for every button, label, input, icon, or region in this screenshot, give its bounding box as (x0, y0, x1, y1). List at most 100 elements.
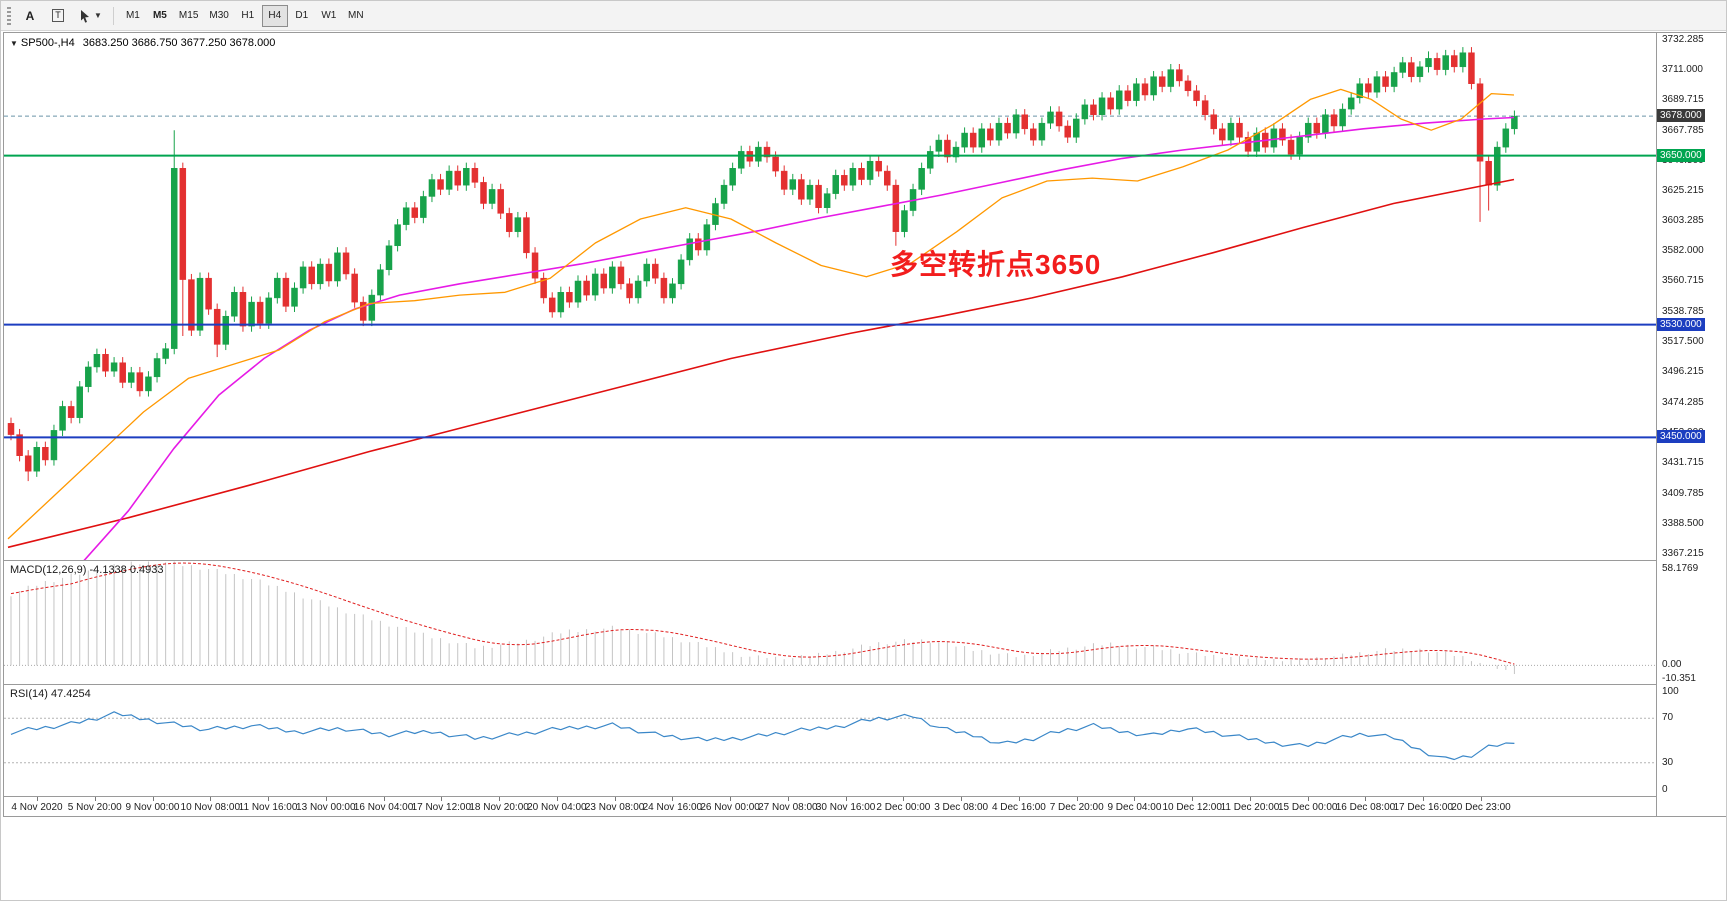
candle-body (342, 252, 350, 275)
hline-price-box: 3650.000 (1657, 148, 1705, 162)
candle-body (291, 287, 298, 307)
price-axis-label: 3496.215 (1662, 366, 1704, 378)
candle-body (815, 184, 822, 208)
macd-axis-label: -10.351 (1662, 673, 1696, 684)
candle-body (755, 146, 762, 162)
candle-body (858, 168, 865, 180)
main-chart-canvas[interactable] (4, 33, 1656, 560)
macd-values: -4.1338 0.4933 (89, 564, 164, 576)
candle-body (677, 259, 685, 285)
candle-body (1485, 160, 1492, 186)
hline-price-box: 3450.000 (1657, 430, 1705, 444)
time-axis-label: 17 Nov 12:00 (411, 802, 472, 813)
candle-body (540, 277, 547, 299)
current-price-box: 3678.000 (1657, 109, 1705, 123)
candle-body (729, 168, 736, 186)
toolbar-grip-handle[interactable] (7, 6, 11, 25)
candle-body (1390, 72, 1398, 87)
macd-pane[interactable]: MACD(12,26,9) -4.1338 0.4933 (4, 560, 1656, 684)
rsi-canvas[interactable] (4, 685, 1656, 796)
candle-body (514, 217, 522, 232)
timeframe-mn-button[interactable]: MN (343, 5, 369, 27)
candle-body (1004, 122, 1011, 134)
time-tick (268, 797, 270, 801)
candle-body (626, 283, 633, 299)
candle-body (935, 139, 943, 152)
timeframe-h1-button[interactable]: H1 (235, 5, 261, 27)
candle-body (145, 376, 152, 392)
timeframe-m30-button[interactable]: M30 (204, 5, 233, 27)
candle-body (42, 447, 49, 461)
candle-body (952, 146, 960, 158)
cursor-tool-dropdown-button[interactable]: ▼ (73, 5, 107, 27)
candle-body (402, 207, 410, 225)
rsi-pane[interactable]: RSI(14) 47.4254 (4, 684, 1656, 796)
candle-body (643, 263, 650, 282)
candle-body (1382, 76, 1389, 87)
main-chart-pane[interactable]: ▼ SP500-,H4 3683.250 3686.750 3677.250 367… (4, 33, 1656, 560)
price-axis-label: 3538.785 (1662, 306, 1704, 318)
candle-body (480, 182, 487, 204)
candle-body (566, 292, 573, 303)
candle-body (265, 297, 272, 324)
price-axis-label: 3517.500 (1662, 336, 1704, 348)
candle-body (110, 362, 118, 372)
candle-body (308, 266, 315, 285)
candle-body (351, 273, 358, 303)
candle-body (50, 430, 58, 461)
time-tick (210, 797, 212, 801)
candle-body (1219, 128, 1226, 141)
candle-body (445, 170, 453, 190)
time-axis-label: 5 Nov 20:00 (67, 802, 122, 813)
candle-body (488, 189, 496, 204)
timeframe-d1-button[interactable]: D1 (289, 5, 315, 27)
timeframe-m5-button[interactable]: M5 (147, 5, 173, 27)
ma-slow-red (7, 178, 1515, 549)
macd-canvas[interactable] (4, 561, 1656, 684)
candle-body (205, 277, 212, 310)
text-tool-icon: T (52, 9, 64, 22)
time-axis-label: 24 Nov 16:00 (642, 802, 703, 813)
candle-body (1468, 52, 1475, 84)
time-tick (1249, 797, 1251, 801)
candle-body (420, 196, 427, 218)
time-axis-label: 15 Dec 00:00 (1277, 802, 1338, 813)
candle-body (866, 160, 874, 180)
chart-ohlc-values: 3683.250 3686.750 3677.250 3678.000 (82, 37, 276, 49)
time-axis-label: 27 Nov 08:00 (758, 802, 818, 813)
candle-body (179, 168, 187, 280)
timeframe-m1-button[interactable]: M1 (120, 5, 146, 27)
candle-body (1347, 97, 1355, 110)
time-axis-label: 9 Nov 00:00 (125, 802, 180, 813)
time-axis-label: 20 Dec 23:00 (1451, 802, 1511, 813)
candle-body (385, 245, 393, 270)
rsi-axis-label: 70 (1662, 712, 1674, 724)
time-axis-label: 20 Nov 04:00 (527, 802, 587, 813)
timeframe-h4-button[interactable]: H4 (261, 4, 288, 27)
candle-body (926, 151, 934, 169)
candle-body (231, 292, 238, 317)
candle-body (325, 263, 333, 282)
chart-dropdown-icon[interactable]: ▼ (10, 39, 18, 48)
candle-body (1012, 114, 1020, 134)
price-axis[interactable]: 3732.2853711.0003689.7153667.7853646.500… (1656, 33, 1726, 816)
candle-body (574, 280, 582, 303)
time-axis-label: 23 Nov 08:00 (584, 802, 645, 813)
candle-body (471, 168, 479, 183)
price-axis-label: 3367.215 (1662, 548, 1704, 560)
candle-body (1073, 118, 1080, 138)
timeframe-m15-button[interactable]: M15 (174, 5, 203, 27)
time-tick (961, 797, 963, 801)
candle-body (1339, 108, 1346, 127)
candle-body (832, 175, 839, 194)
time-tick (383, 797, 385, 801)
timeframe-w1-button[interactable]: W1 (316, 5, 342, 27)
chart-annotation-text[interactable]: 多空转折点3650 (890, 249, 1102, 280)
time-tick (672, 797, 674, 801)
text-tool-button[interactable]: T (45, 5, 71, 27)
time-axis[interactable]: 4 Nov 2020 5 Nov 20:00 9 Nov 00:00 10 Nov 0… (4, 796, 1656, 816)
candle-body (334, 252, 341, 282)
price-axis-label: 3431.715 (1662, 457, 1704, 469)
candle-body (428, 179, 436, 197)
label-tool-button[interactable]: A (17, 5, 43, 27)
